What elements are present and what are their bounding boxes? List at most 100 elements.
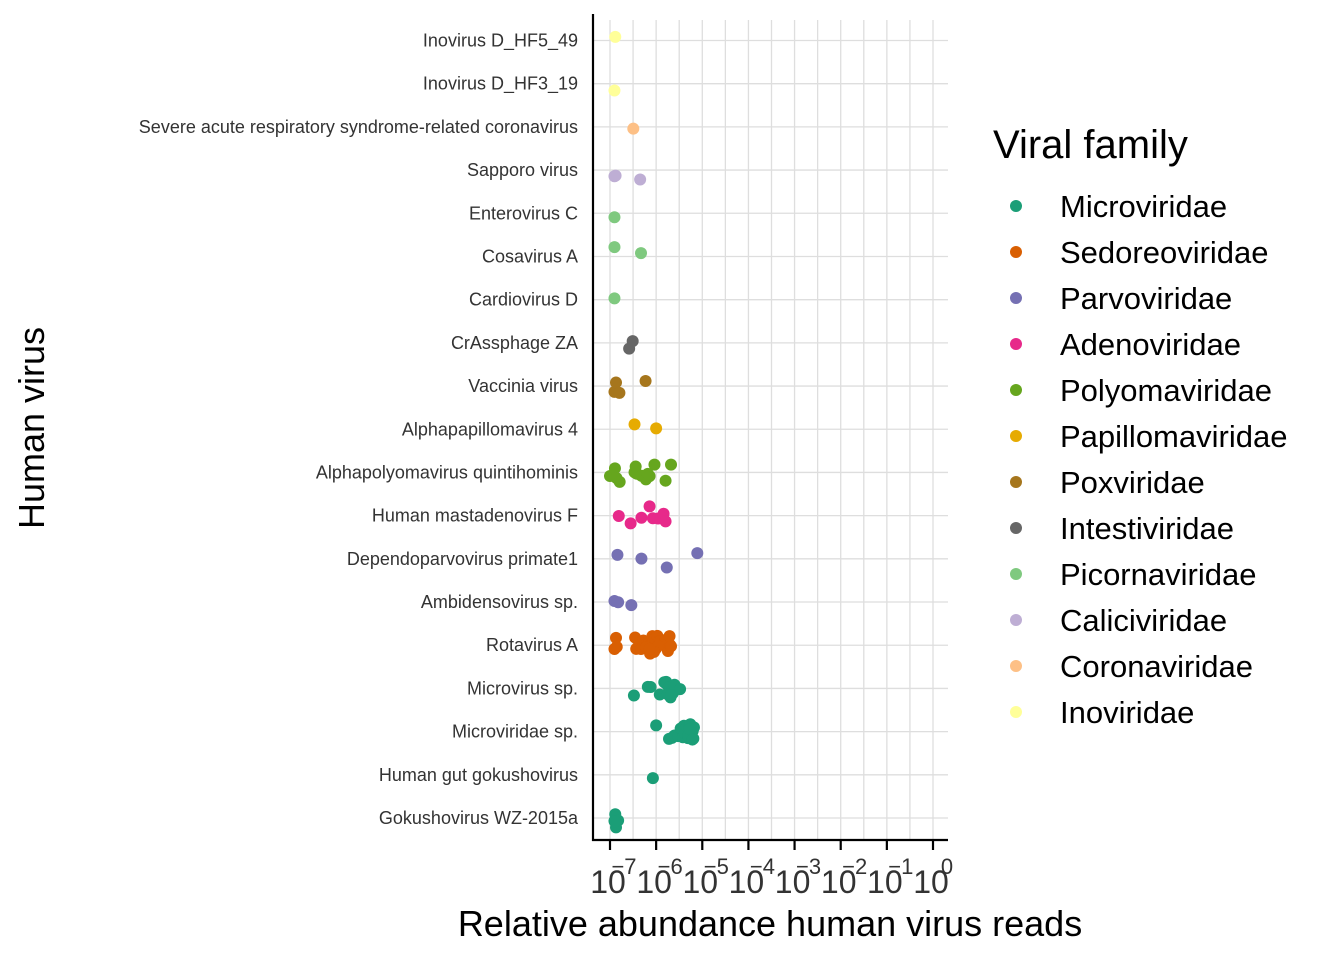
y-tick-label: Sapporo virus [467,160,578,180]
data-point [665,689,678,702]
data-point [613,386,626,399]
legend-label: Intestiviridae [1060,511,1234,546]
data-point [608,462,621,475]
x-tick-exponent: 0 [941,854,953,879]
y-tick-label: Alphapapillomavirus 4 [402,419,578,439]
data-point [625,599,638,612]
legend-label: Picornaviridae [1060,557,1256,592]
y-tick-label: Human mastadenovirus F [372,506,578,526]
legend-swatch [1010,384,1022,396]
x-tick-label: 10 [590,864,626,900]
data-point [643,470,656,483]
data-point [611,548,624,561]
y-tick-label: Severe acute respiratory syndrome-relate… [139,117,578,137]
data-points [604,30,704,834]
y-tick-label: Ambidensovirus sp. [421,592,578,612]
data-point [648,458,661,471]
legend-title: Viral family [993,123,1188,167]
data-point [608,241,621,254]
x-tick-label: 10 [913,864,949,900]
data-point [663,630,676,643]
data-point [659,474,672,487]
legend-label: Parvoviridae [1060,281,1232,316]
y-tick-label: Microviridae sp. [452,722,578,742]
data-point [686,733,699,746]
data-point [610,640,623,653]
axes [591,14,948,850]
legend-swatch [1010,338,1022,350]
data-point [665,458,678,471]
data-point [612,510,625,523]
y-tick-label: Microvirus sp. [467,678,578,698]
legend-label: Inoviridae [1060,695,1194,730]
data-point [634,173,647,186]
data-point [612,596,625,609]
legend-label: Sedoreoviridae [1060,235,1269,270]
x-tick-exponent: −4 [750,854,775,879]
x-tick-exponent: −1 [888,854,913,879]
data-point [608,292,621,305]
data-point [613,475,626,488]
data-point [643,500,656,513]
data-point [691,547,704,560]
legend-swatch [1010,614,1022,626]
y-axis-title: Human virus [11,327,52,529]
data-point [644,681,657,694]
data-point [660,561,673,574]
legend-swatch [1010,246,1022,258]
legend-label: Poxviridae [1060,465,1205,500]
y-tick-label: CrAssphage ZA [451,333,578,353]
legend-label: Microviridae [1060,189,1227,224]
legend-label: Polyomaviridae [1060,373,1272,408]
x-tick-labels: 10−7 10−6 10−5 10−4 10−3 10−2 10−1 100 [590,854,953,900]
y-tick-label: Human gut gokushovirus [379,765,578,785]
data-point [610,376,623,389]
data-point [674,683,687,696]
data-point [624,517,637,530]
y-tick-label: Vaccinia virus [468,376,578,396]
data-point [650,719,663,732]
y-tick-label: Gokushovirus WZ-2015a [379,808,579,828]
x-tick-label: 10 [729,864,765,900]
data-point [608,815,621,828]
data-point [639,375,652,388]
data-point [608,84,621,97]
x-tick-label: 10 [682,864,718,900]
data-point [683,723,696,736]
data-point [610,631,623,644]
x-axis-title: Relative abundance human virus reads [458,903,1082,944]
x-tick-label: 10 [867,864,903,900]
x-tick-exponent: −5 [704,854,729,879]
legend-label: Adenoviridae [1060,327,1241,362]
grid [593,20,948,840]
legend-label: Coronaviridae [1060,649,1253,684]
legend-swatch [1010,200,1022,212]
y-tick-label: Alphapolyomavirus quintihominis [316,462,578,482]
legend-swatch [1010,292,1022,304]
data-point [627,122,640,135]
y-tick-label: Inovirus D_HF3_19 [423,74,578,95]
y-tick-labels: Gokushovirus WZ-2015a Human gut gokushovi… [139,31,579,829]
y-tick-label: Inovirus D_HF5_49 [423,31,578,52]
data-point [635,552,648,565]
x-tick-exponent: −6 [658,854,683,879]
legend-swatch [1010,660,1022,672]
x-tick-exponent: −7 [611,854,636,879]
y-tick-label: Dependoparvovirus primate1 [347,549,578,569]
legend-swatch [1010,430,1022,442]
data-point [609,30,622,43]
data-point [627,689,640,702]
data-point [628,418,641,431]
y-tick-label: Cardiovirus D [469,290,578,310]
x-tick-label: 10 [821,864,857,900]
data-point [626,335,639,348]
legend: Viral family Microviridae Sedoreoviridae P… [993,123,1287,730]
data-point [665,640,678,653]
legend-swatch [1010,568,1022,580]
legend-swatch [1010,706,1022,718]
data-point [608,211,621,224]
legend-label: Caliciviridae [1060,603,1227,638]
x-tick-label: 10 [636,864,672,900]
data-point [609,169,622,182]
